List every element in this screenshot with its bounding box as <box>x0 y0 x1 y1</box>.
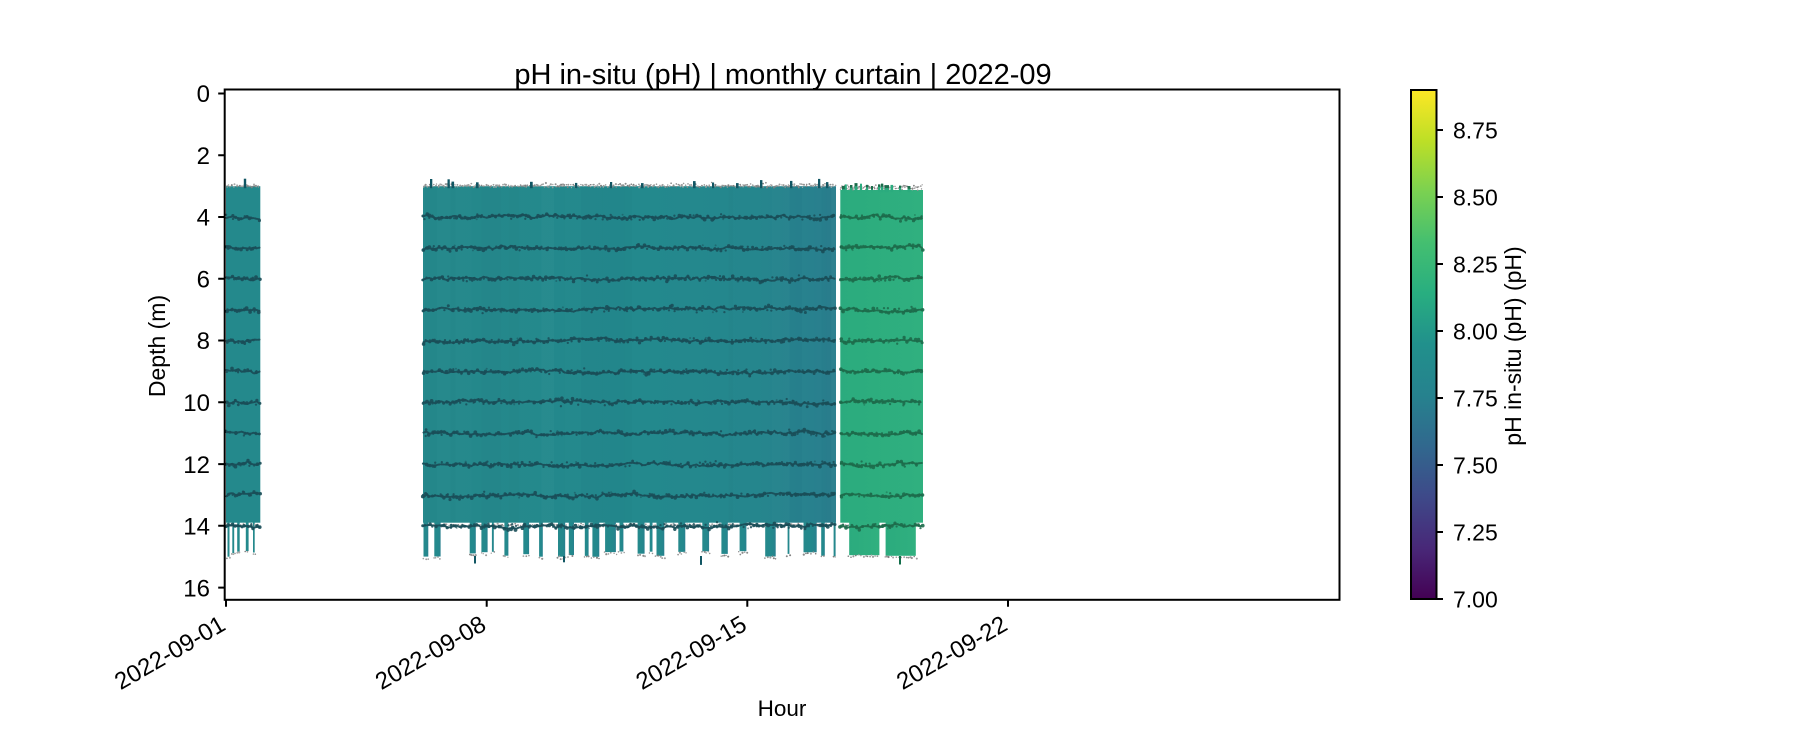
svg-text:pH in-situ (pH) (pH): pH in-situ (pH) (pH) <box>1500 246 1526 445</box>
svg-text:6: 6 <box>197 267 210 294</box>
svg-text:7.50: 7.50 <box>1453 452 1498 478</box>
svg-text:7.25: 7.25 <box>1453 519 1498 545</box>
svg-text:8.50: 8.50 <box>1453 184 1498 210</box>
svg-text:8.25: 8.25 <box>1453 251 1498 277</box>
svg-text:8.75: 8.75 <box>1453 117 1498 143</box>
svg-text:4: 4 <box>197 205 210 232</box>
svg-text:0: 0 <box>197 81 210 108</box>
svg-text:10: 10 <box>183 390 210 417</box>
svg-text:2: 2 <box>197 143 210 170</box>
svg-text:7.75: 7.75 <box>1453 385 1498 411</box>
svg-text:pH in-situ (pH) | monthly curt: pH in-situ (pH) | monthly curtain | 2022… <box>514 59 1051 91</box>
svg-text:14: 14 <box>183 514 210 541</box>
svg-text:16: 16 <box>183 575 210 602</box>
svg-text:12: 12 <box>183 452 210 479</box>
svg-text:Depth (m): Depth (m) <box>144 295 170 397</box>
svg-text:7.00: 7.00 <box>1453 586 1498 612</box>
svg-text:8: 8 <box>197 328 210 355</box>
svg-text:8.00: 8.00 <box>1453 318 1498 344</box>
svg-text:Hour: Hour <box>758 696 807 721</box>
